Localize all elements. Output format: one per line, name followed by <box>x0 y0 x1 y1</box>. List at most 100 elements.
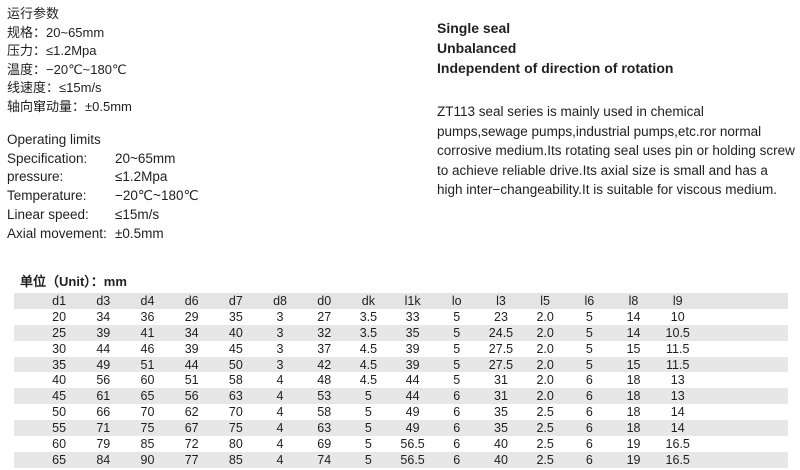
table-cell: 4 <box>276 452 284 467</box>
table-cell: 5 <box>585 309 593 324</box>
table-cell: 15 <box>626 341 641 356</box>
table-row: 50 66 70 62 70 4 58 5 49 6 35 2.5 6 18 1… <box>14 404 788 420</box>
table-cell: 61 <box>96 389 111 404</box>
table-cell: 74 <box>317 452 332 467</box>
table-row: 60 79 85 72 80 4 69 5 56.5 6 40 2.5 6 19… <box>14 436 788 452</box>
table-cell: 44 <box>96 341 111 356</box>
table-cell: 3 <box>276 357 284 372</box>
table-cell: 6 <box>585 452 593 467</box>
param-row: Linear speed: ≤15m/s <box>7 206 199 225</box>
table-cell: 46 <box>140 341 155 356</box>
table-body: 20 34 36 29 35 3 27 3.5 33 5 23 2.0 5 14… <box>14 309 788 468</box>
table-cell: 4.5 <box>359 357 378 372</box>
cn-operating-params-section: 运行参数 规格：20~65mm 压力：≤1.2Mpa 温度：−20℃~180℃ … <box>7 5 132 117</box>
table-cell: 5 <box>453 341 461 356</box>
table-cell: 24.5 <box>488 325 514 340</box>
table-cell: 35 <box>494 421 508 436</box>
header-cell: d1 <box>52 293 67 308</box>
table-cell: 31 <box>494 373 508 388</box>
table-cell: 23 <box>494 309 508 324</box>
table-cell: 39 <box>405 357 420 372</box>
table-cell: 84 <box>96 452 111 467</box>
table-cell: 50 <box>228 357 243 372</box>
table-cell: 49 <box>405 421 420 436</box>
table-cell: 60 <box>52 436 67 451</box>
table-cell: 14 <box>626 309 641 324</box>
table-cell: 14 <box>626 325 641 340</box>
table-cell: 19 <box>626 436 641 451</box>
table-cell: 4.5 <box>359 373 378 388</box>
table-cell: 5 <box>453 373 461 388</box>
table-row: 25 39 41 34 40 3 32 3.5 35 5 24.5 2.0 5 … <box>14 324 788 341</box>
param-row: Specification: 20~65mm <box>7 150 199 169</box>
table-cell: 39 <box>405 341 420 356</box>
feature-line: Unbalanced <box>437 40 517 56</box>
seal-info-column: Single seal Unbalanced Independent of di… <box>437 18 795 200</box>
table-cell: 53 <box>317 389 332 404</box>
table-cell: 41 <box>140 325 155 340</box>
param-label: 温度： <box>7 61 47 77</box>
table-cell: 56 <box>184 389 199 404</box>
table-cell: 55 <box>52 421 67 436</box>
table-cell: 5 <box>585 325 593 340</box>
table-cell: 2.0 <box>536 389 554 404</box>
table-cell: 51 <box>140 357 155 372</box>
param-label: Linear speed: <box>7 206 89 222</box>
table-cell: 58 <box>317 405 332 420</box>
table-cell: 31 <box>494 389 508 404</box>
table-cell: 5 <box>364 452 372 467</box>
table-cell: 3 <box>276 325 284 340</box>
table-cell: 75 <box>140 421 155 436</box>
table-cell: 44 <box>405 373 420 388</box>
param-row: 规格：20~65mm <box>7 24 132 43</box>
table-cell: 16.5 <box>665 452 690 467</box>
table-cell: 45 <box>52 389 67 404</box>
table-cell: 4 <box>276 405 284 420</box>
table-cell: 6 <box>453 436 461 451</box>
header-cell: d8 <box>273 293 287 308</box>
table-cell: 39 <box>184 341 199 356</box>
table-cell: 2.0 <box>536 325 554 340</box>
table-row: 55 71 75 67 75 4 63 5 49 6 35 2.5 6 18 1… <box>14 420 788 437</box>
table-cell: 6 <box>585 405 593 420</box>
table-cell: 90 <box>140 452 155 467</box>
header-cell: d0 <box>317 293 332 308</box>
table-cell: 50 <box>52 405 67 420</box>
seal-description: ZT113 seal series is mainly used in chem… <box>437 104 795 197</box>
table-row: 65 84 90 77 85 4 74 5 56.5 6 40 2.5 6 19… <box>14 451 788 468</box>
table-cell: 75 <box>228 421 243 436</box>
table-row: 30 44 46 39 45 3 37 4.5 39 5 27.5 2.0 5 … <box>14 341 788 357</box>
table-cell: 71 <box>96 421 111 436</box>
table-cell: 3.5 <box>359 325 378 340</box>
param-label: 压力： <box>7 43 47 59</box>
cn-params-list: 规格：20~65mm 压力：≤1.2Mpa 温度：−20℃~180℃ 线速度：≤… <box>7 24 132 117</box>
header-cell: d3 <box>96 293 111 308</box>
table-cell: 62 <box>184 405 199 420</box>
header-cell: d7 <box>228 293 243 308</box>
unit-label: 单位（Unit）：mm <box>20 274 127 289</box>
table-cell: 40 <box>494 452 508 467</box>
table-row: 20 34 36 29 35 3 27 3.5 33 5 23 2.0 5 14… <box>14 309 788 325</box>
table-cell: 3 <box>276 309 284 324</box>
seal-features: Single seal Unbalanced Independent of di… <box>437 18 795 78</box>
table-cell: 51 <box>184 373 199 388</box>
table-row: 40 56 60 51 58 4 48 4.5 44 5 31 2.0 6 18… <box>14 372 788 388</box>
header-cell: l6 <box>584 293 595 308</box>
operating-limits-section: Operating limits Specification: 20~65mm p… <box>7 131 199 243</box>
param-label: Specification: <box>7 150 88 166</box>
table-cell: 18 <box>626 389 641 404</box>
table-cell: 19 <box>626 452 641 467</box>
table-cell: 35 <box>52 357 67 372</box>
param-row: 轴向窜动量：±0.5mm <box>7 98 132 117</box>
table-cell: 35 <box>228 309 243 324</box>
param-value: ±0.5mm <box>115 225 164 241</box>
table-cell: 11.5 <box>666 357 690 372</box>
table-cell: 6 <box>453 405 461 420</box>
table-cell: 13 <box>670 389 685 404</box>
table-cell: 48 <box>317 373 332 388</box>
param-value: ≤15m/s <box>115 206 160 222</box>
table-cell: 16.5 <box>665 436 690 451</box>
table-cell: 63 <box>317 421 332 436</box>
table-cell: 2.0 <box>536 373 554 388</box>
